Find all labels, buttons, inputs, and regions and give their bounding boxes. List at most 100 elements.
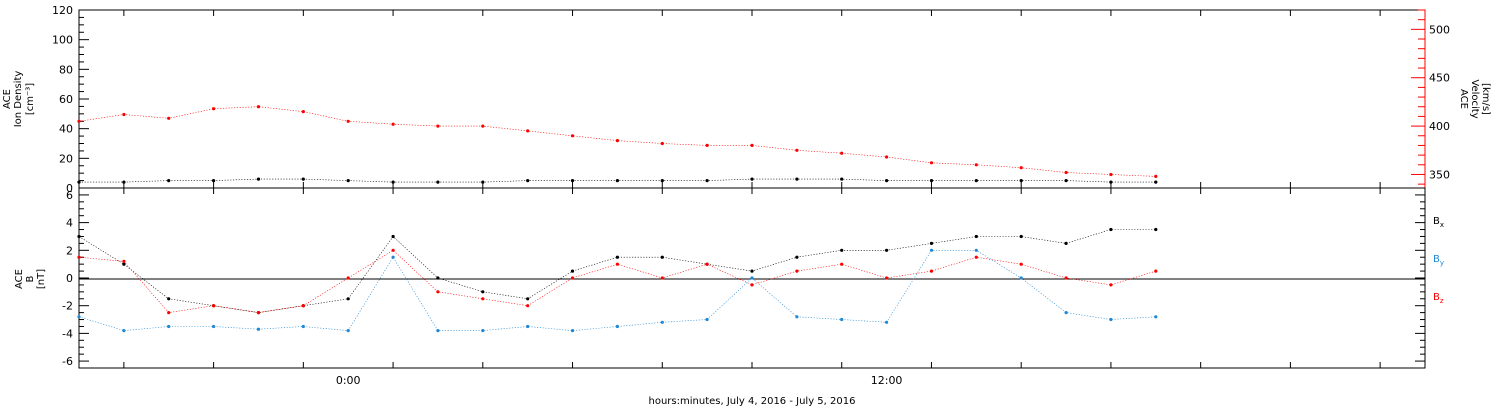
bz-point — [705, 262, 709, 266]
by-point — [346, 329, 350, 333]
velocity-point — [436, 124, 440, 128]
velocity-point — [615, 139, 620, 143]
by-point — [974, 248, 978, 252]
bx-point — [660, 255, 664, 259]
bx-point — [1154, 227, 1158, 232]
bz-point — [391, 248, 395, 252]
bz-point — [929, 269, 934, 273]
velocity-point — [840, 151, 844, 155]
field-y-ticks: -6 -4 -2 0 2 4 6 — [62, 189, 1425, 368]
velocity-y-tick-label: 450 — [1429, 72, 1450, 85]
bx-point — [929, 241, 934, 245]
velocity-y-tick-label: 400 — [1429, 120, 1450, 133]
bx-point — [122, 262, 126, 266]
velocity-axis-title-line2: Velocity — [1469, 79, 1480, 118]
velocity-y-tick-label: 500 — [1429, 23, 1450, 36]
velocity-y-tick-label: 350 — [1429, 168, 1450, 181]
bx-point — [795, 255, 799, 259]
density-point — [570, 179, 575, 183]
by-point — [840, 317, 844, 322]
velocity-point — [122, 112, 126, 117]
by-point — [526, 324, 530, 329]
velocity-point — [885, 155, 889, 159]
field-y-tick-label: 4 — [66, 217, 73, 230]
bz-point — [122, 259, 126, 263]
by-point — [1019, 276, 1023, 280]
bz-point — [77, 255, 81, 259]
density-point — [77, 180, 81, 184]
by-point — [436, 329, 440, 333]
bx-point — [570, 269, 575, 273]
bz-point — [615, 262, 620, 266]
bz-trace — [78, 249, 1156, 313]
velocity-point — [481, 124, 485, 128]
density-point — [346, 179, 350, 183]
velocity-point — [391, 122, 395, 126]
velocity-point — [256, 105, 261, 109]
by-point — [301, 324, 305, 329]
bz-point — [750, 283, 754, 287]
velocity-point — [705, 143, 709, 147]
by-point — [750, 276, 754, 280]
density-y-tick-label: 60 — [59, 93, 73, 106]
density-point — [301, 177, 305, 181]
field-y-tick-label: 6 — [66, 189, 73, 202]
bx-point — [840, 248, 844, 252]
velocity-point — [1109, 172, 1113, 177]
bx-point — [1019, 234, 1023, 239]
bz-point — [481, 297, 485, 301]
plasma-panel-frame — [78, 9, 1426, 189]
density-point — [122, 180, 126, 184]
field-axis-title-line3: [nT] — [36, 269, 47, 289]
bz-point — [974, 255, 978, 259]
by-point — [167, 324, 171, 329]
density-axis-title-line1: ACE — [2, 89, 13, 109]
bz-point — [256, 311, 261, 315]
field-y-tick-label: 0 — [66, 272, 73, 285]
density-y-tick-label: 0 — [66, 182, 73, 195]
bz-point — [301, 304, 305, 308]
by-point — [660, 320, 664, 324]
velocity-point — [77, 119, 81, 123]
bz-point — [1154, 269, 1158, 273]
x-axis-label: hours:minutes, July 4, 2016 - July 5, 20… — [649, 396, 856, 407]
velocity-point — [1064, 170, 1068, 175]
density-point — [795, 177, 799, 181]
bx-point — [481, 290, 485, 294]
magnetic-field-panel: -6 -4 -2 0 2 4 6 ACE B [nT] Bx By Bz — [14, 187, 1444, 369]
by-point — [795, 315, 799, 319]
plasma-series — [77, 105, 1158, 184]
bx-point — [77, 234, 81, 239]
by-point — [391, 255, 395, 259]
bz-point — [570, 276, 575, 280]
density-point — [391, 180, 395, 184]
bz-point — [885, 276, 889, 280]
field-axis-title-line1: ACE — [14, 269, 25, 289]
velocity-point — [570, 134, 575, 138]
velocity-point — [929, 161, 934, 165]
by-point — [570, 329, 575, 333]
density-point — [1154, 180, 1158, 184]
density-y-tick-label: 100 — [52, 34, 73, 47]
density-y-tick-label: 40 — [59, 123, 73, 136]
density-point — [1109, 180, 1113, 184]
velocity-point — [301, 110, 305, 114]
velocity-y-ticks: 350 400 450 500 — [1411, 9, 1450, 188]
bx-point — [750, 269, 754, 273]
density-y-tick-label: 20 — [59, 152, 73, 165]
bz-point — [1019, 262, 1023, 266]
bx-point — [974, 234, 978, 239]
density-point — [256, 177, 261, 181]
field-y-tick-label: 2 — [66, 244, 73, 257]
field-axis-title-line2: B — [25, 275, 36, 282]
bx-point — [526, 297, 530, 301]
density-y-ticks: 0 20 40 60 80 100 120 — [52, 4, 89, 195]
density-point — [1064, 179, 1068, 183]
bx-point — [346, 297, 350, 301]
bz-point — [660, 276, 664, 280]
bz-point — [346, 276, 350, 280]
legend-bz: Bz — [1433, 292, 1444, 305]
velocity-point — [660, 141, 664, 146]
velocity-point — [795, 148, 799, 152]
